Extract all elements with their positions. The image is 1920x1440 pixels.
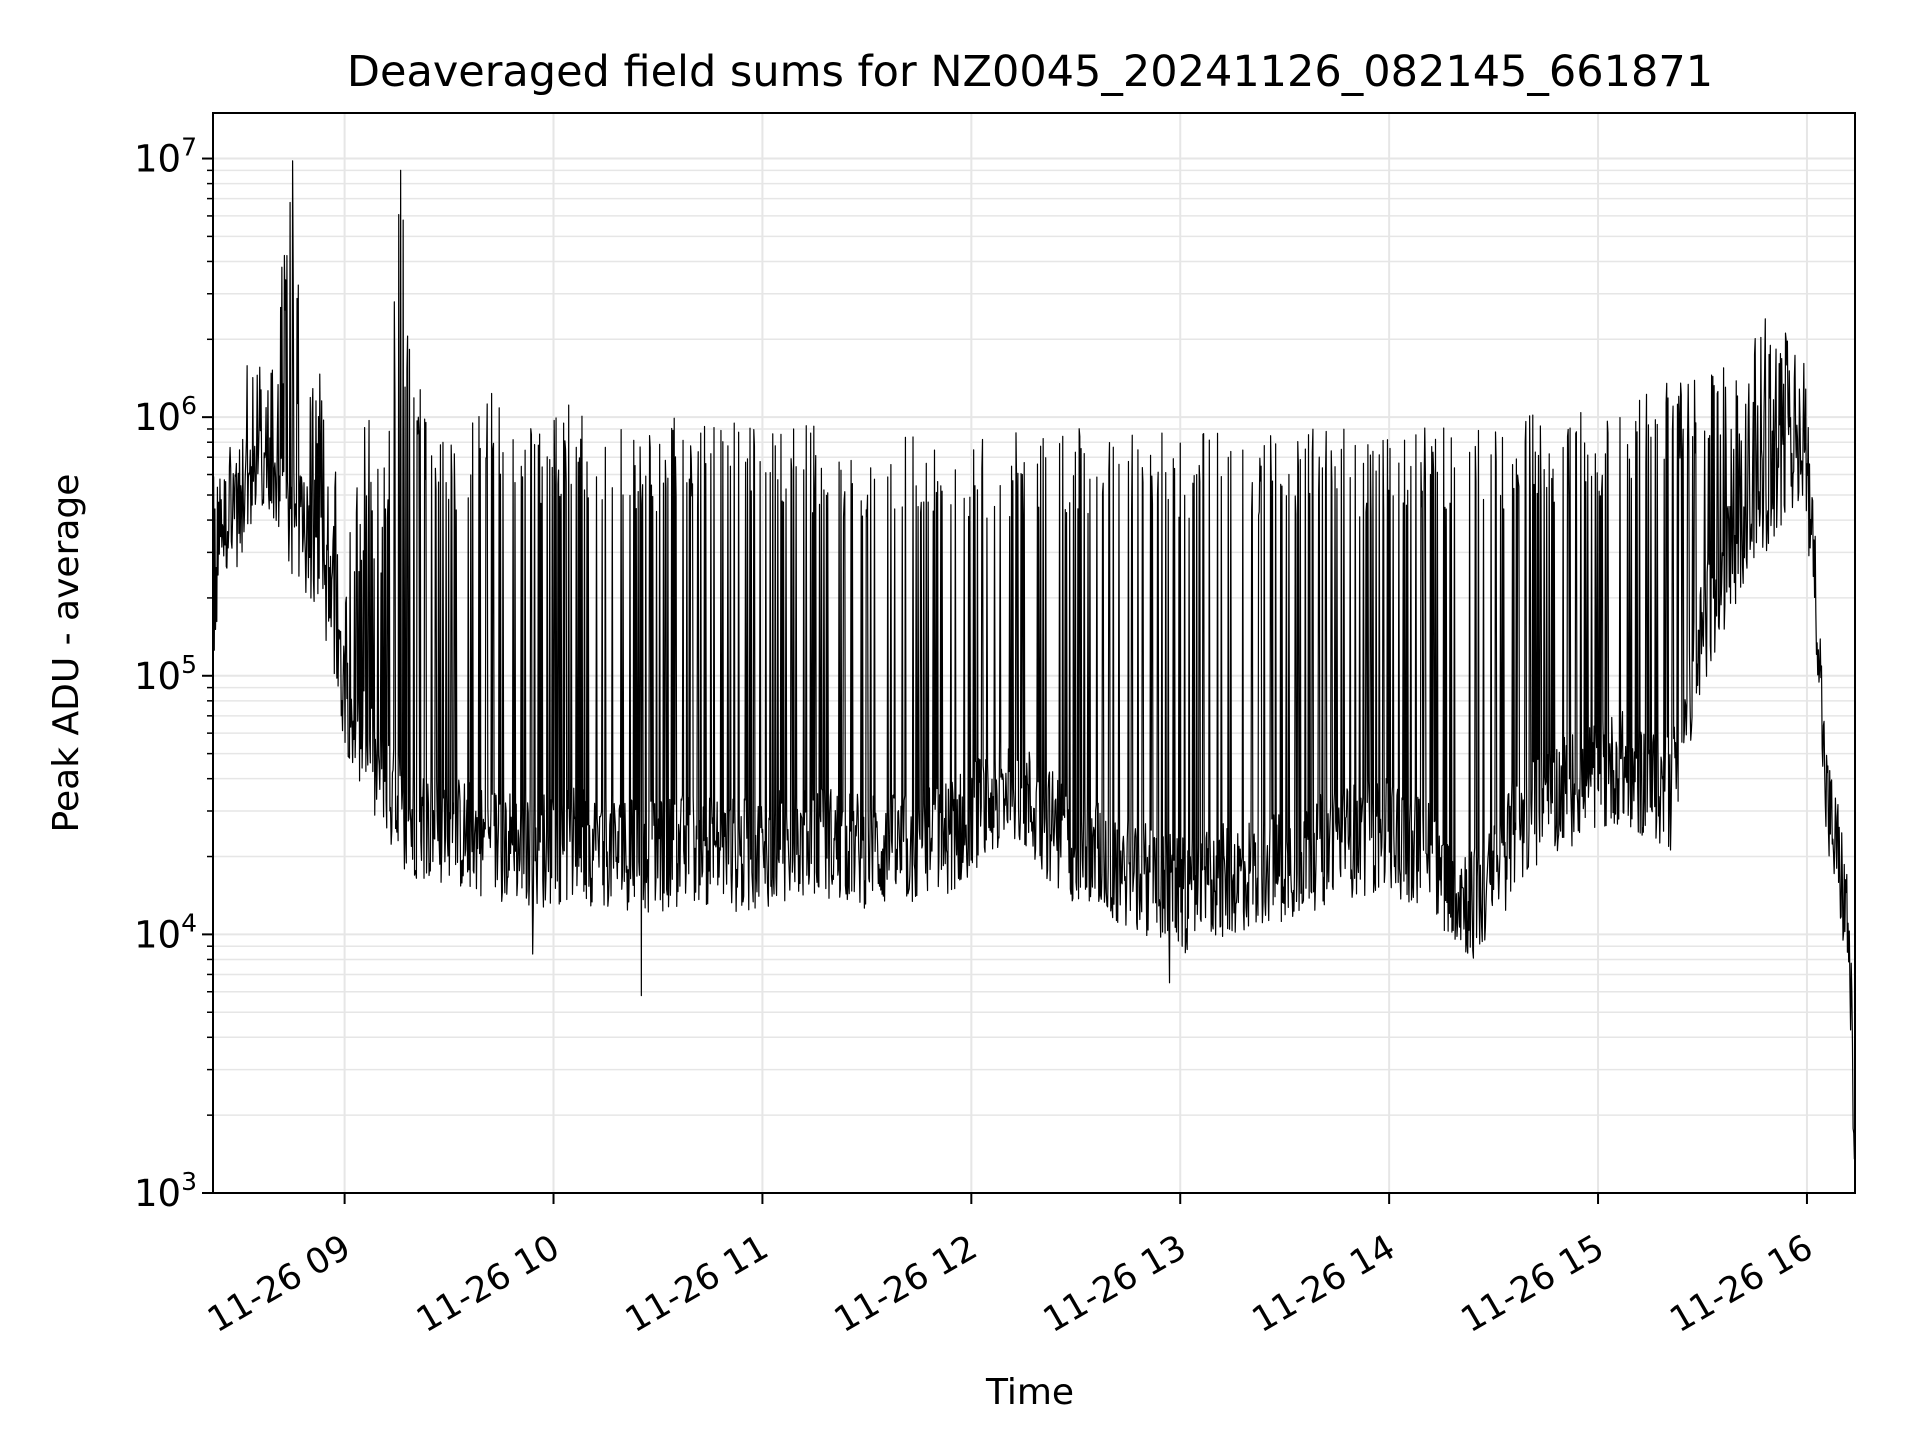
y-tick-label: 107: [134, 133, 197, 181]
y-tick-label: 104: [134, 908, 197, 956]
plot-frame: [212, 112, 1856, 1194]
y-axis-ticks: 103 104 105 106 107: [134, 133, 213, 1215]
y-tick-label: 106: [134, 391, 197, 439]
y-axis-label: Peak ADU - average: [46, 474, 87, 833]
x-axis-label: Time: [985, 1372, 1074, 1413]
series-line: [212, 160, 1856, 1160]
series-group: [212, 160, 1856, 1160]
y-tick-label: 105: [134, 650, 197, 698]
chart-title: Deaveraged field sums for NZ0045_2024112…: [347, 47, 1713, 97]
y-tick-label: 103: [134, 1167, 197, 1215]
